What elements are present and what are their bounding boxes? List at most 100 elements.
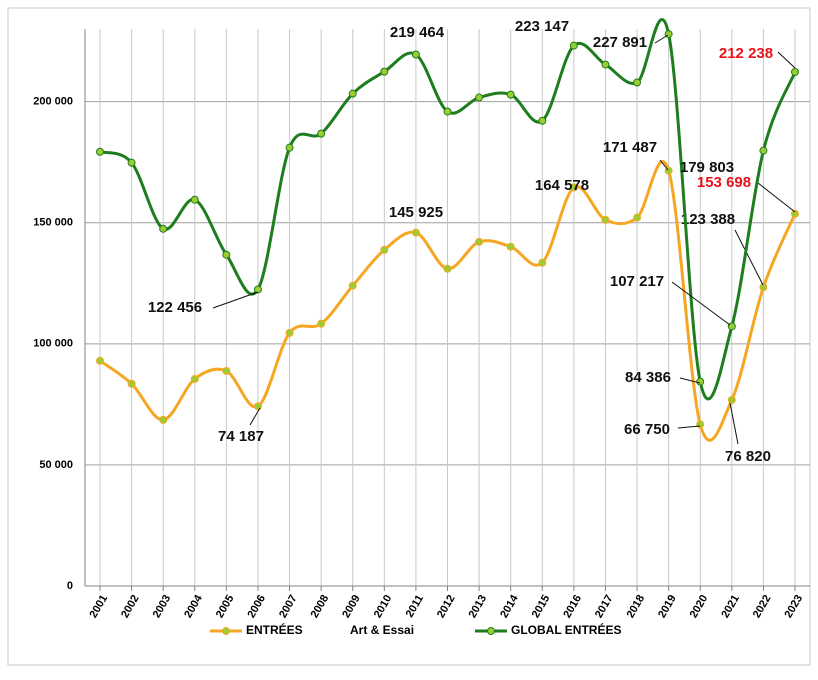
data-point (317, 129, 326, 138)
x-tick-label: 2007 (277, 593, 300, 620)
y-tick-label: 150 000 (33, 217, 73, 229)
leader-line (677, 425, 701, 429)
data-point (538, 258, 547, 267)
data-label: 107 217 (610, 273, 664, 290)
y-tick-label: 200 000 (33, 96, 73, 108)
leader-line (757, 182, 796, 213)
data-point (727, 322, 736, 331)
data-label: 179 803 (680, 159, 734, 176)
data-point (569, 183, 578, 192)
legend-marker (487, 627, 495, 635)
y-tick-label: 100 000 (33, 338, 73, 350)
data-point (791, 68, 799, 77)
x-tick-label: 2016 (561, 593, 584, 620)
x-tick-label: 2005 (214, 593, 237, 620)
data-label: 223 147 (515, 18, 569, 35)
leader-line (729, 402, 739, 445)
data-label: 171 487 (603, 139, 657, 156)
x-tick-label: 2001 (87, 593, 110, 620)
data-point (633, 213, 642, 222)
data-point (380, 245, 389, 254)
data-label: 153 698 (697, 174, 751, 191)
x-tick-label: 2018 (625, 593, 648, 620)
data-point (285, 328, 294, 337)
leader-line (249, 407, 261, 426)
data-point (96, 147, 104, 156)
x-tick-label: 2011 (404, 593, 426, 620)
data-point (475, 237, 484, 246)
data-point (601, 60, 610, 69)
x-tick-label: 2023 (782, 593, 805, 620)
x-tick-label: 2004 (182, 592, 205, 620)
data-label: 123 388 (681, 211, 735, 228)
data-point (727, 395, 736, 404)
x-tick-label: 2006 (245, 593, 268, 620)
data-point (696, 377, 705, 386)
data-point (506, 242, 515, 251)
x-tick-label: 2010 (372, 593, 395, 620)
data-label: 122 456 (148, 299, 202, 316)
y-tick-label: 50 000 (39, 459, 73, 471)
data-point (506, 90, 515, 99)
data-label: 76 820 (725, 448, 771, 465)
data-point (96, 356, 104, 365)
x-tick-label: 2017 (593, 593, 616, 620)
x-tick-label: 2002 (119, 593, 142, 620)
data-point (443, 264, 452, 273)
leader-line (654, 34, 669, 44)
data-point (127, 158, 136, 167)
x-tick-label: 2019 (656, 593, 679, 620)
data-point (190, 374, 199, 383)
legend-label: GLOBAL ENTRÉES (511, 622, 621, 637)
data-point (253, 285, 262, 294)
data-point (601, 215, 610, 224)
x-tick-label: 2021 (719, 593, 742, 620)
data-point (538, 116, 547, 125)
x-tick-label: 2009 (340, 593, 363, 620)
data-label: 227 891 (593, 34, 647, 51)
x-tick-label: 2015 (530, 593, 553, 620)
data-point (791, 209, 799, 218)
data-point (159, 415, 168, 424)
data-label: 145 925 (389, 204, 443, 221)
data-point (159, 224, 168, 233)
leader-line (659, 159, 669, 171)
x-tick-label: 2020 (688, 593, 711, 620)
leader-line (212, 291, 259, 309)
data-point (475, 93, 484, 102)
data-point (759, 146, 768, 155)
x-tick-label: 2012 (435, 593, 458, 620)
data-point (380, 67, 389, 76)
chart-frame (7, 7, 811, 666)
data-point (222, 366, 231, 375)
data-label: 219 464 (390, 24, 445, 41)
data-label: 212 238 (719, 45, 773, 62)
data-point (285, 143, 294, 152)
data-point (443, 107, 452, 116)
leader-line (671, 281, 731, 326)
leader-line (777, 51, 796, 69)
data-point (569, 41, 578, 50)
data-label: 84 386 (625, 369, 671, 386)
data-point (190, 195, 199, 204)
x-tick-label: 2014 (498, 592, 521, 620)
legend-label: ENTRÉES (246, 622, 303, 637)
legend-note: Art & Essai (350, 623, 414, 637)
x-tick-label: 2008 (309, 593, 332, 620)
leader-line (679, 377, 701, 384)
leader-line (734, 229, 764, 286)
x-tick-label: 2003 (151, 593, 174, 620)
data-label: 66 750 (624, 421, 670, 438)
data-point (633, 78, 642, 87)
data-point (411, 50, 420, 59)
data-point (317, 319, 326, 328)
data-point (348, 89, 357, 98)
data-label: 74 187 (218, 428, 264, 445)
data-label: 164 578 (535, 177, 589, 194)
data-point (759, 283, 768, 292)
data-point (127, 379, 136, 388)
data-point (253, 402, 262, 411)
x-tick-label: 2022 (751, 593, 774, 620)
data-point (348, 281, 357, 290)
